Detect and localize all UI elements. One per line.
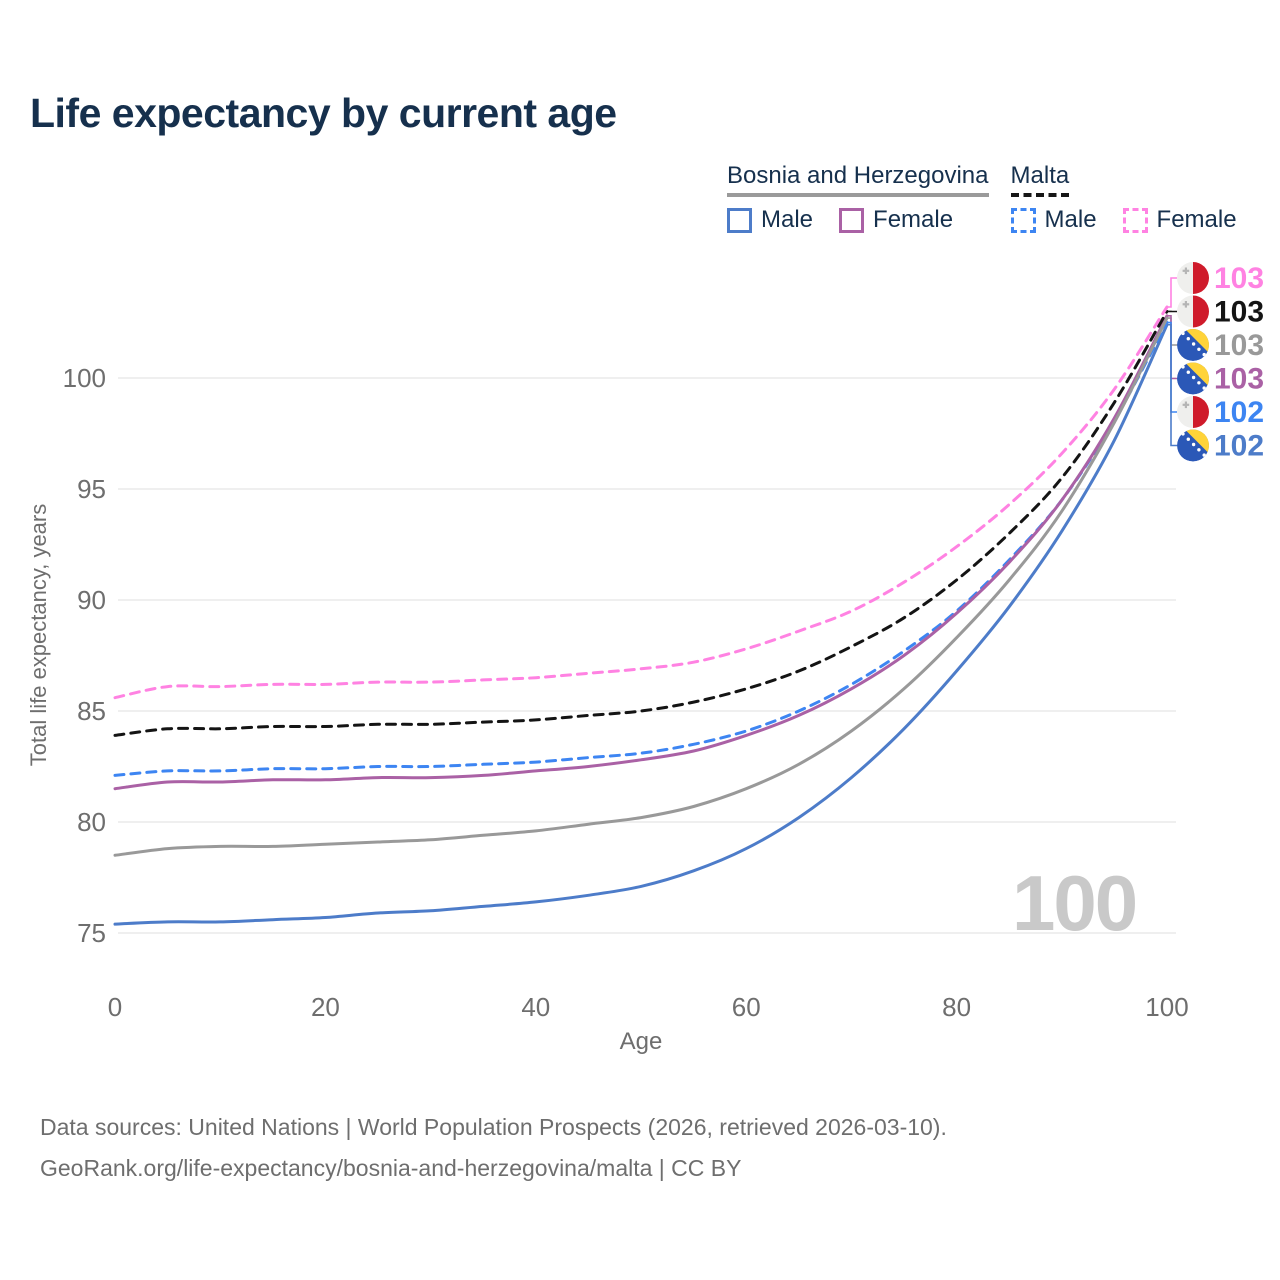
x-tick-label-0: 0 bbox=[108, 992, 122, 1022]
malta-male-swatch-icon bbox=[1010, 207, 1036, 233]
legend-item-label: Female bbox=[873, 206, 954, 233]
end-value-label-malta-female: 103 bbox=[1214, 262, 1264, 295]
series-line-malta-male[interactable] bbox=[113, 321, 1169, 777]
series-line-bosnia-male[interactable] bbox=[113, 323, 1169, 926]
chart-legend: Bosnia and Herzegovina Male Female Malta… bbox=[727, 162, 1237, 234]
bosnia-female-swatch-icon bbox=[839, 207, 865, 233]
y-tick-label-90: 90 bbox=[77, 585, 106, 615]
malta-flag-icon bbox=[1177, 396, 1209, 428]
legend-country-malta: Malta bbox=[1010, 162, 1070, 197]
malta-female-swatch-icon bbox=[1122, 207, 1148, 233]
end-value-label-malta-male: 102 bbox=[1214, 396, 1264, 429]
x-axis-label: Age bbox=[620, 1028, 663, 1055]
attribution-text: GeoRank.org/life-expectancy/bosnia-and-h… bbox=[40, 1155, 742, 1181]
y-tick-label-100: 100 bbox=[63, 363, 106, 393]
legend-group-bosnia: Bosnia and Herzegovina Male Female bbox=[727, 162, 989, 234]
legend-item-bosnia-female[interactable]: Female bbox=[839, 206, 953, 234]
x-tick-label-40: 40 bbox=[521, 992, 550, 1022]
legend-item-label: Male bbox=[1044, 206, 1097, 233]
bosnia-male-swatch-icon bbox=[727, 207, 752, 233]
bosnia-flag-icon bbox=[1177, 429, 1209, 462]
end-value-label-bosnia-male: 102 bbox=[1214, 430, 1264, 463]
end-value-label-malta-all: 103 bbox=[1214, 296, 1264, 329]
legend-items-bosnia: Male Female bbox=[727, 206, 953, 234]
legend-items-malta: Male Female bbox=[1010, 206, 1237, 234]
age-indicator-watermark: 100 bbox=[1012, 859, 1138, 947]
bosnia-flag-icon bbox=[1177, 362, 1209, 395]
footer: Data sources: United Nations | World Pop… bbox=[40, 1107, 947, 1189]
legend-group-malta: Malta Male Female bbox=[1010, 162, 1237, 234]
x-tick-label-20: 20 bbox=[311, 992, 340, 1022]
malta-flag-icon bbox=[1177, 262, 1209, 294]
series-line-malta-female[interactable] bbox=[113, 305, 1169, 700]
malta-flag-icon bbox=[1177, 295, 1209, 328]
series-line-bosnia-all[interactable] bbox=[113, 316, 1169, 857]
legend-item-label: Female bbox=[1156, 206, 1237, 233]
bosnia-flag-icon bbox=[1177, 329, 1209, 361]
y-tick-label-95: 95 bbox=[77, 474, 106, 504]
page-title: Life expectancy by current age bbox=[30, 90, 617, 136]
legend-item-bosnia-male[interactable]: Male bbox=[727, 206, 813, 234]
leader-line-malta-female bbox=[1167, 277, 1177, 308]
y-tick-label-75: 75 bbox=[77, 918, 106, 948]
legend-country-bosnia: Bosnia and Herzegovina bbox=[727, 162, 989, 197]
legend-item-label: Male bbox=[761, 206, 814, 233]
end-value-label-bosnia-all: 103 bbox=[1214, 329, 1264, 362]
series-line-bosnia-female[interactable] bbox=[113, 314, 1169, 791]
legend-item-malta-female[interactable]: Female bbox=[1122, 206, 1237, 234]
x-tick-label-80: 80 bbox=[942, 992, 971, 1022]
leader-line-malta-male bbox=[1167, 321, 1177, 413]
y-tick-label-85: 85 bbox=[77, 696, 106, 726]
end-value-label-bosnia-female: 103 bbox=[1214, 363, 1264, 396]
leader-line-bosnia-male bbox=[1167, 323, 1177, 447]
y-axis-label: Total life expectancy, years bbox=[26, 504, 51, 767]
legend-item-malta-male[interactable]: Male bbox=[1010, 206, 1097, 234]
series-line-malta-all[interactable] bbox=[113, 309, 1169, 737]
y-tick-label-80: 80 bbox=[77, 807, 106, 837]
x-tick-label-100: 100 bbox=[1145, 992, 1188, 1022]
x-tick-label-60: 60 bbox=[732, 992, 761, 1022]
data-sources-text: Data sources: United Nations | World Pop… bbox=[40, 1114, 947, 1140]
